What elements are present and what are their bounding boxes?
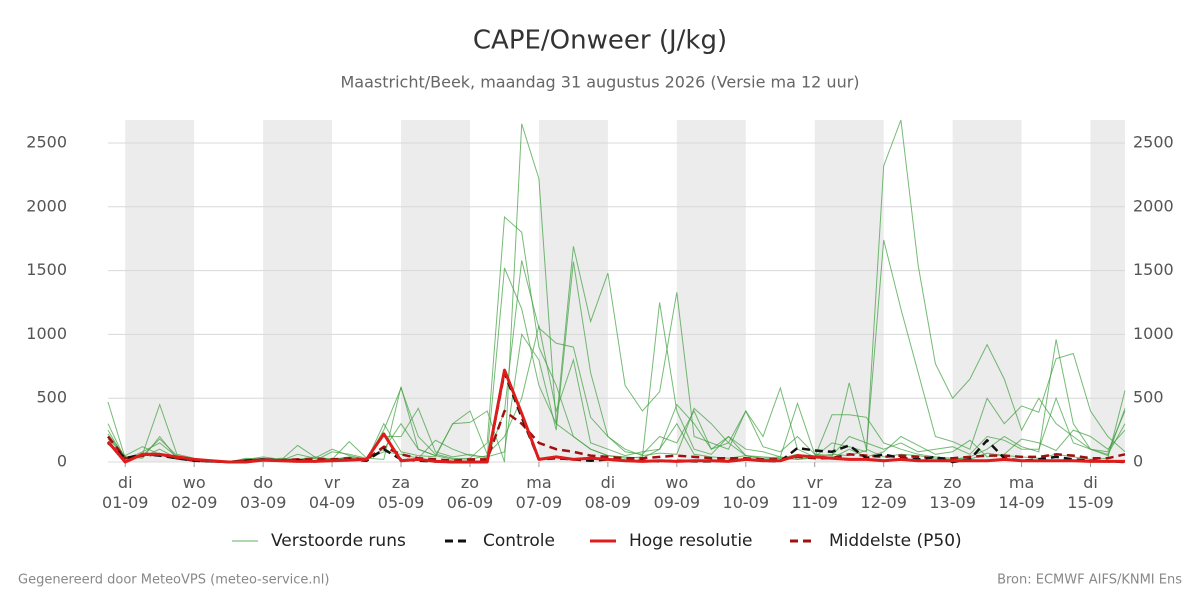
day-band [125, 120, 195, 462]
x-tick-label: ma 07-09 [516, 473, 563, 512]
day-band [676, 120, 746, 462]
y-tick-label: 1500 [26, 260, 67, 279]
y-tick-label: 500 [36, 388, 67, 407]
x-tick-label: di 01-09 [102, 473, 149, 512]
series-line [106, 368, 1125, 464]
perturbed-run [107, 119, 1126, 463]
day-band [263, 120, 333, 462]
day-band [401, 120, 470, 462]
y-tick-label: 1000 [26, 324, 67, 343]
x-tick-label: di 15-09 [1067, 473, 1114, 512]
y2-tick-label: 1500 [1133, 260, 1174, 279]
x-tick-label: za 05-09 [378, 473, 425, 512]
x-tick-label: zo 13-09 [929, 473, 976, 512]
x-tick-label: wo 09-09 [654, 473, 701, 512]
legend-label: Controle [483, 531, 555, 551]
y2-tick-label: 1000 [1133, 324, 1174, 343]
y2-tick-label: 0 [1133, 452, 1143, 471]
chart-title: CAPE/Onweer (J/kg) [473, 26, 727, 56]
day-band [1090, 120, 1125, 462]
x-tick-label: do 03-09 [240, 473, 287, 512]
legend-label: Verstoorde runs [271, 531, 406, 551]
chart-subtitle: Maastricht/Beek, maandag 31 augustus 202… [340, 73, 859, 92]
y2-tick-label: 2500 [1133, 132, 1174, 151]
day-band [814, 120, 884, 462]
x-tick-label: di 08-09 [585, 473, 632, 512]
footer-left: Gegenereerd door MeteoVPS (meteo-service… [18, 573, 329, 588]
x-tick-label: wo 02-09 [171, 473, 218, 512]
x-tick-label: za 12-09 [860, 473, 907, 512]
day-band [952, 120, 1022, 462]
day-band [538, 120, 608, 462]
y-tick-label: 2000 [26, 196, 67, 215]
footer-right: Bron: ECMWF AIFS/KNMI Ens [997, 573, 1182, 588]
x-tick-label: vr 04-09 [309, 473, 356, 512]
y2-tick-label: 500 [1133, 388, 1164, 407]
x-tick-label: ma 14-09 [998, 473, 1045, 512]
x-tick-label: zo 06-09 [447, 473, 494, 512]
series-line [107, 409, 1126, 464]
x-tick-label: vr 11-09 [791, 473, 838, 512]
legend-label: Middelste (P50) [829, 531, 962, 551]
y-tick-label: 0 [57, 452, 67, 471]
y-tick-label: 2500 [26, 132, 67, 151]
x-tick-label: do 10-09 [723, 473, 770, 512]
legend-label: Hoge resolutie [629, 531, 753, 551]
y2-tick-label: 2000 [1133, 196, 1174, 215]
